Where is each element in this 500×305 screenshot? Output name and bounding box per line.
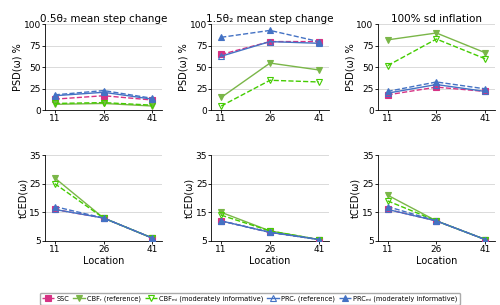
Title: 0.5θ₂ mean step change: 0.5θ₂ mean step change <box>40 14 168 23</box>
Legend: SSC, CBFᵣ (reference), CBFₘᵢ (moderately informative), PRCᵣ (reference), PRCₘᵢ (: SSC, CBFᵣ (reference), CBFₘᵢ (moderately… <box>40 293 461 305</box>
Title: 100% sd inflation: 100% sd inflation <box>391 14 482 23</box>
Y-axis label: PSD(ω) %: PSD(ω) % <box>12 44 22 91</box>
X-axis label: Location: Location <box>83 256 124 266</box>
Y-axis label: tCED(ω): tCED(ω) <box>351 178 361 218</box>
Y-axis label: PSD(ω) %: PSD(ω) % <box>345 44 355 91</box>
X-axis label: Location: Location <box>250 256 290 266</box>
Y-axis label: tCED(ω): tCED(ω) <box>18 178 28 218</box>
Y-axis label: tCED(ω): tCED(ω) <box>184 178 194 218</box>
Y-axis label: PSD(ω) %: PSD(ω) % <box>178 44 188 91</box>
X-axis label: Location: Location <box>416 256 457 266</box>
Title: 1.5θ₂ mean step change: 1.5θ₂ mean step change <box>206 14 334 23</box>
